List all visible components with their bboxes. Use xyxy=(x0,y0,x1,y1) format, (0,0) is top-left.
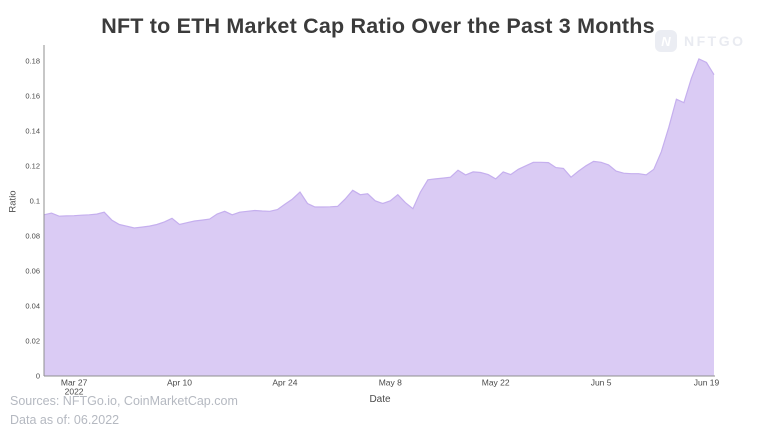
nftgo-logo-icon: N xyxy=(655,30,677,52)
nftgo-logo-text: NFTGO xyxy=(684,33,746,49)
footer: Sources: NFTGo.io, CoinMarketCap.com Dat… xyxy=(10,392,238,430)
y-axis-title: Ratio xyxy=(7,190,19,213)
y-tick-label: 0.06 xyxy=(25,267,40,276)
x-tick-label: Mar 27 xyxy=(61,378,88,388)
footer-data-as-of: Data as of: 06.2022 xyxy=(10,413,120,427)
y-tick-label: 0.14 xyxy=(25,126,40,135)
chart-title: NFT to ETH Market Cap Ratio Over the Pas… xyxy=(101,14,655,38)
x-tick-label: Apr 10 xyxy=(167,378,192,388)
x-tick-label: May 22 xyxy=(482,378,510,388)
y-tick-label: 0.08 xyxy=(25,232,40,241)
y-tick-label: 0.04 xyxy=(25,302,40,311)
footer-sources: Sources: NFTGo.io, CoinMarketCap.com xyxy=(10,394,238,408)
x-tick-sublabel: 2022 xyxy=(65,387,84,397)
y-tick-label: 0.12 xyxy=(25,161,40,170)
series-area xyxy=(44,58,714,377)
y-tick-label: 0.18 xyxy=(25,56,40,65)
y-tick-label: 0.1 xyxy=(30,196,40,205)
y-tick-label: 0 xyxy=(36,372,40,381)
series-line xyxy=(43,58,715,229)
x-tick-label: May 8 xyxy=(379,378,402,388)
x-axis-title: Date xyxy=(369,394,391,405)
x-tick-label: Apr 24 xyxy=(272,378,297,388)
nftgo-logo: N NFTGO xyxy=(655,30,746,52)
x-tick-label: Jun 5 xyxy=(591,378,612,388)
x-tick-label: Jun 19 xyxy=(694,378,720,388)
y-tick-label: 0.02 xyxy=(25,337,40,346)
y-tick-label: 0.16 xyxy=(25,91,40,100)
